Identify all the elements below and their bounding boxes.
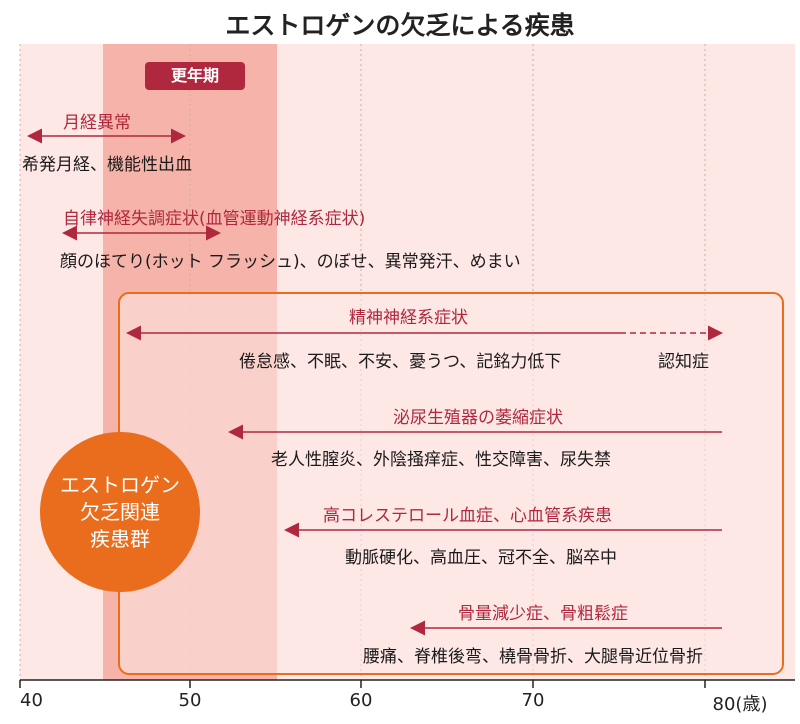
row-description-autonomic: 顔のほてり(ホット フラッシュ)、のぼせ、異常発汗、めまい: [60, 252, 521, 272]
row-category-menstrual: 月経異常: [63, 113, 131, 133]
tick-label-80: 80(歳): [712, 694, 768, 715]
row-description-neuro: 倦怠感、不眠、不安、憂うつ、記銘力低下: [239, 352, 562, 372]
group-circle-label: エストロゲン 欠乏関連 疾患群: [60, 472, 180, 551]
tick-label-60: 60: [349, 690, 373, 711]
row-category-cardio: 高コレステロール血症、心血管系疾患: [323, 506, 612, 526]
group-circle: エストロゲン 欠乏関連 疾患群: [40, 432, 200, 592]
row-description-cardio: 動脈硬化、高血圧、冠不全、脳卒中: [345, 548, 617, 568]
tick-label-40: 40: [20, 690, 43, 711]
row-category-neuro: 精神神経系症状: [349, 308, 468, 328]
x-axis-ticks: [19, 680, 706, 688]
row-category-autonomic: 自律神経失調症状(血管運動神経系症状): [63, 209, 366, 229]
page-title: エストロゲンの欠乏による疾患: [225, 11, 575, 40]
tick-label-50: 50: [178, 690, 202, 711]
tick-label-70: 70: [521, 690, 545, 711]
row-description-menstrual: 希発月経、機能性出血: [22, 155, 192, 175]
row-category-bone: 骨量減少症、骨粗鬆症: [458, 604, 628, 624]
menopause-badge: 更年期: [145, 62, 245, 90]
row-description-urogenital: 老人性膣炎、外陰掻痒症、性交障害、尿失禁: [271, 450, 611, 470]
row-description-bone: 腰痛、脊椎後弯、橈骨骨折、大腿骨近位骨折: [363, 647, 703, 667]
row-description-neuro-late: 認知症: [658, 352, 709, 372]
row-category-urogenital: 泌尿生殖器の萎縮症状: [393, 408, 563, 428]
